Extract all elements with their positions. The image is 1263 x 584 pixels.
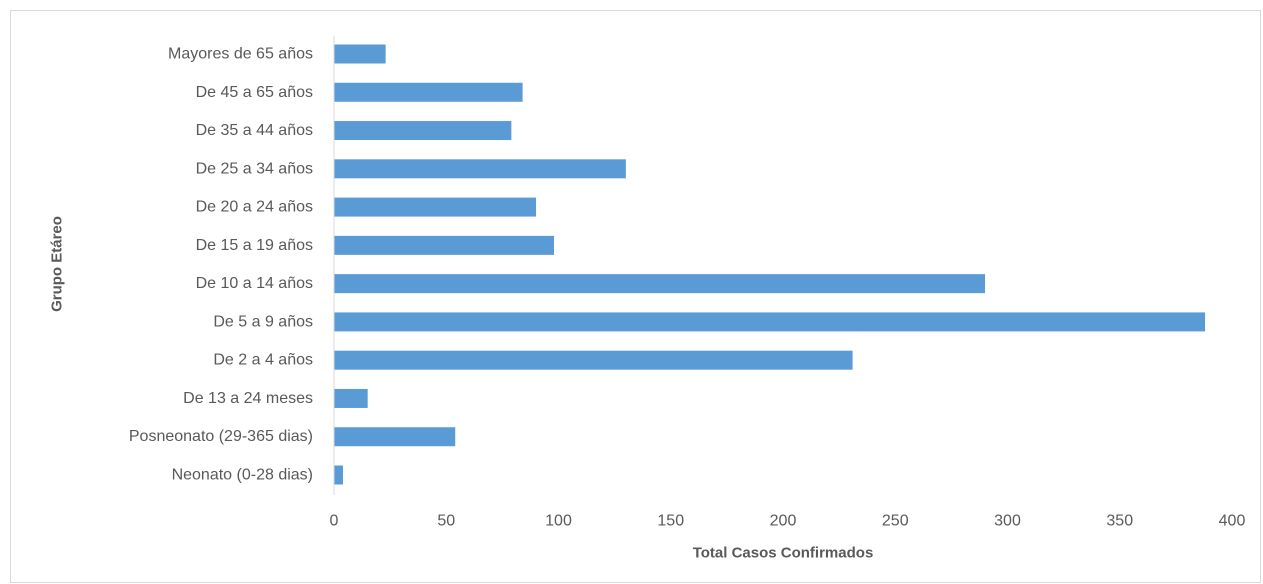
x-tick-label: 100 — [545, 513, 572, 530]
x-tick-label: 300 — [994, 513, 1021, 530]
x-tick-label: 400 — [1219, 513, 1246, 530]
bar — [334, 82, 523, 102]
category-label: De 5 a 9 años — [213, 313, 313, 330]
bar — [334, 197, 537, 217]
bar — [334, 121, 512, 141]
x-tick-label: 150 — [657, 513, 684, 530]
category-label: De 2 a 4 años — [213, 352, 313, 369]
bars-layer — [334, 44, 1206, 485]
category-label: De 15 a 19 años — [196, 237, 313, 254]
bar — [334, 159, 626, 179]
category-label: De 13 a 24 meses — [183, 390, 313, 407]
x-tick-label: 250 — [882, 513, 909, 530]
category-label: De 45 a 65 años — [196, 84, 313, 101]
category-label: De 10 a 14 años — [196, 275, 313, 292]
category-label: De 25 a 34 años — [196, 160, 313, 177]
category-label: De 35 a 44 años — [196, 122, 313, 139]
x-axis-title: Total Casos Confirmados — [693, 545, 874, 562]
category-label: De 20 a 24 años — [196, 199, 313, 216]
bar — [334, 312, 1206, 332]
x-tick-label: 0 — [330, 513, 339, 530]
x-tick-label: 350 — [1106, 513, 1133, 530]
x-tick-labels: 0 50 100 150 200 250 300 350 400 — [330, 513, 1246, 530]
bar — [334, 465, 343, 485]
category-label: Neonato (0-28 dias) — [172, 467, 313, 484]
bar — [334, 427, 456, 447]
chart-frame — [10, 10, 1261, 583]
y-axis-title: Grupo Etáreo — [49, 216, 66, 312]
bar — [334, 274, 986, 294]
category-label: Posneonato (29-365 dias) — [129, 428, 313, 445]
bar — [334, 44, 386, 64]
bar — [334, 350, 853, 370]
bar — [334, 235, 555, 255]
category-label: Mayores de 65 años — [168, 46, 313, 63]
bar — [334, 388, 368, 408]
x-tick-label: 50 — [437, 513, 455, 530]
x-tick-label: 200 — [770, 513, 797, 530]
category-labels: Neonato (0-28 dias) Posneonato (29-365 di… — [129, 46, 313, 484]
